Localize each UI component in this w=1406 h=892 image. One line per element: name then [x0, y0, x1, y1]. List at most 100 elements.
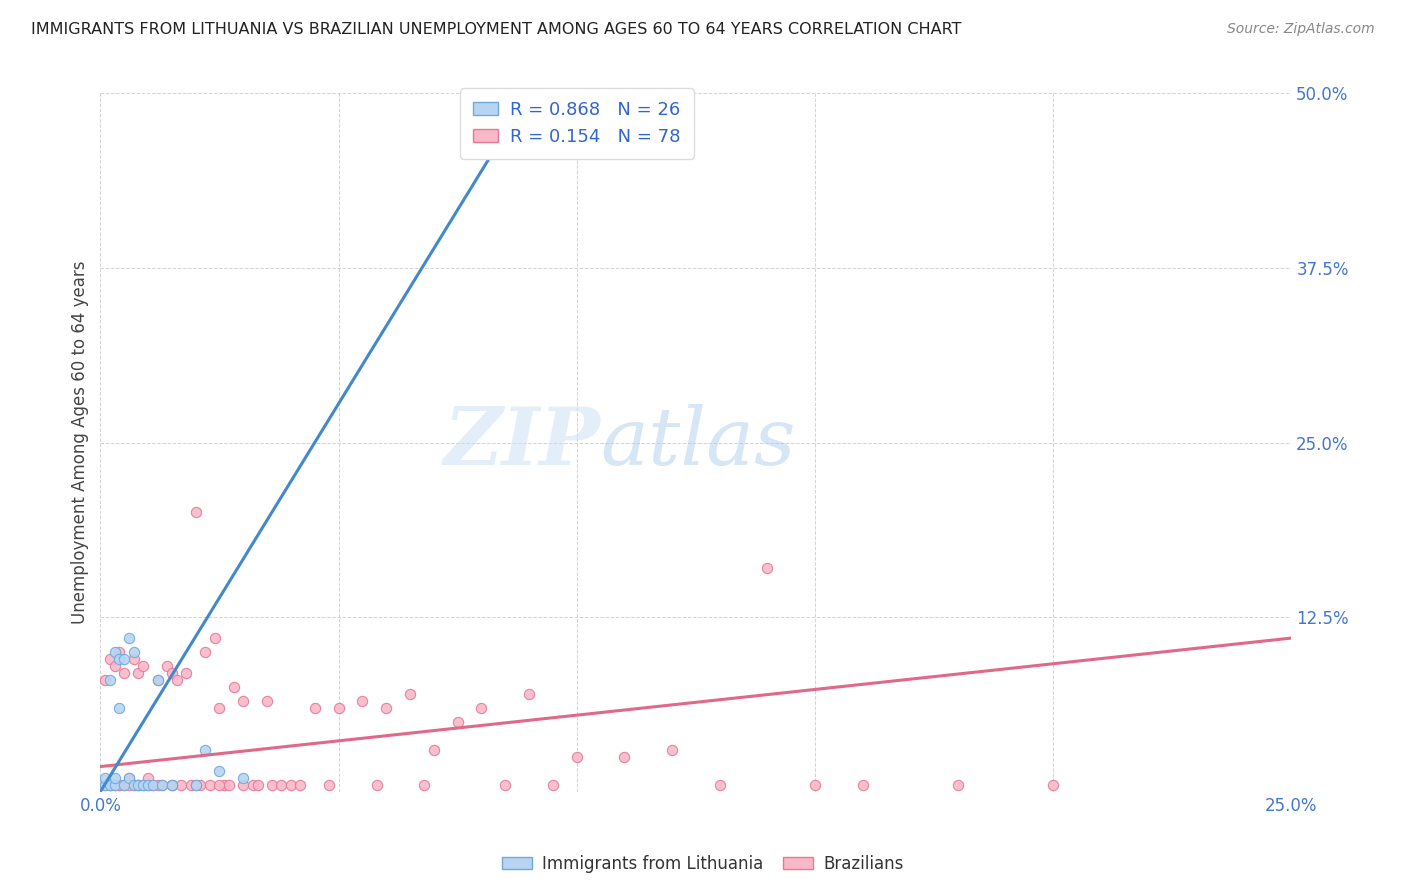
Point — [104, 778, 127, 792]
Text: Source: ZipAtlas.com: Source: ZipAtlas.com — [1227, 22, 1375, 37]
Point — [98, 652, 121, 666]
Point — [804, 778, 827, 792]
Point — [108, 778, 131, 792]
Point — [613, 749, 636, 764]
Point — [136, 778, 159, 792]
Point — [413, 778, 436, 792]
Point — [94, 673, 117, 687]
Point — [118, 778, 141, 792]
Point — [328, 701, 350, 715]
Point — [470, 701, 492, 715]
Point — [132, 659, 155, 673]
Point — [94, 778, 117, 792]
Point — [304, 701, 326, 715]
Point — [136, 778, 159, 792]
Point — [756, 561, 779, 575]
Point — [232, 778, 254, 792]
Point — [112, 778, 135, 792]
Point — [366, 778, 388, 792]
Point — [146, 673, 169, 687]
Point — [160, 778, 183, 792]
Point — [160, 665, 183, 680]
Point — [98, 778, 121, 792]
Point — [198, 778, 221, 792]
Point — [104, 778, 127, 792]
Point — [127, 665, 149, 680]
Text: ZIP: ZIP — [444, 404, 600, 482]
Point — [118, 771, 141, 785]
Point — [132, 778, 155, 792]
Point — [160, 778, 183, 792]
Point — [423, 743, 446, 757]
Point — [256, 694, 278, 708]
Point — [494, 778, 516, 792]
Point — [112, 652, 135, 666]
Point — [208, 701, 231, 715]
Point — [222, 680, 245, 694]
Point — [270, 778, 292, 792]
Point — [146, 778, 169, 792]
Point — [184, 778, 207, 792]
Point — [851, 778, 873, 792]
Text: atlas: atlas — [600, 404, 796, 482]
Point — [94, 778, 117, 792]
Point — [204, 631, 226, 645]
Point — [208, 778, 231, 792]
Point — [184, 778, 207, 792]
Point — [112, 665, 135, 680]
Point — [112, 778, 135, 792]
Point — [127, 778, 149, 792]
Point — [565, 749, 588, 764]
Point — [1042, 778, 1064, 792]
Point — [136, 771, 159, 785]
Point — [242, 778, 264, 792]
Point — [166, 673, 188, 687]
Point — [375, 701, 398, 715]
Point — [212, 778, 235, 792]
Point — [232, 771, 254, 785]
Point — [122, 652, 145, 666]
Point — [246, 778, 269, 792]
Point — [174, 665, 197, 680]
Point — [661, 743, 683, 757]
Text: IMMIGRANTS FROM LITHUANIA VS BRAZILIAN UNEMPLOYMENT AMONG AGES 60 TO 64 YEARS CO: IMMIGRANTS FROM LITHUANIA VS BRAZILIAN U… — [31, 22, 962, 37]
Point — [190, 778, 212, 792]
Point — [352, 694, 374, 708]
Point — [104, 645, 127, 659]
Point — [318, 778, 340, 792]
Point — [150, 778, 173, 792]
Point — [122, 778, 145, 792]
Point — [541, 778, 564, 792]
Point — [108, 645, 131, 659]
Point — [98, 778, 121, 792]
Y-axis label: Unemployment Among Ages 60 to 64 years: Unemployment Among Ages 60 to 64 years — [72, 260, 89, 624]
Point — [260, 778, 283, 792]
Point — [146, 673, 169, 687]
Point — [446, 714, 468, 729]
Point — [194, 743, 217, 757]
Point — [156, 659, 179, 673]
Point — [208, 764, 231, 778]
Legend: R = 0.868   N = 26, R = 0.154   N = 78: R = 0.868 N = 26, R = 0.154 N = 78 — [460, 88, 693, 159]
Point — [98, 778, 121, 792]
Point — [98, 673, 121, 687]
Point — [170, 778, 193, 792]
Point — [180, 778, 202, 792]
Point — [290, 778, 312, 792]
Point — [108, 701, 131, 715]
Point — [946, 778, 969, 792]
Point — [142, 778, 165, 792]
Point — [142, 778, 165, 792]
Point — [118, 631, 141, 645]
Point — [184, 505, 207, 519]
Point — [127, 778, 149, 792]
Point — [122, 778, 145, 792]
Point — [104, 659, 127, 673]
Point — [194, 645, 217, 659]
Point — [517, 687, 540, 701]
Point — [122, 645, 145, 659]
Point — [118, 771, 141, 785]
Point — [280, 778, 302, 792]
Point — [218, 778, 240, 792]
Point — [709, 778, 731, 792]
